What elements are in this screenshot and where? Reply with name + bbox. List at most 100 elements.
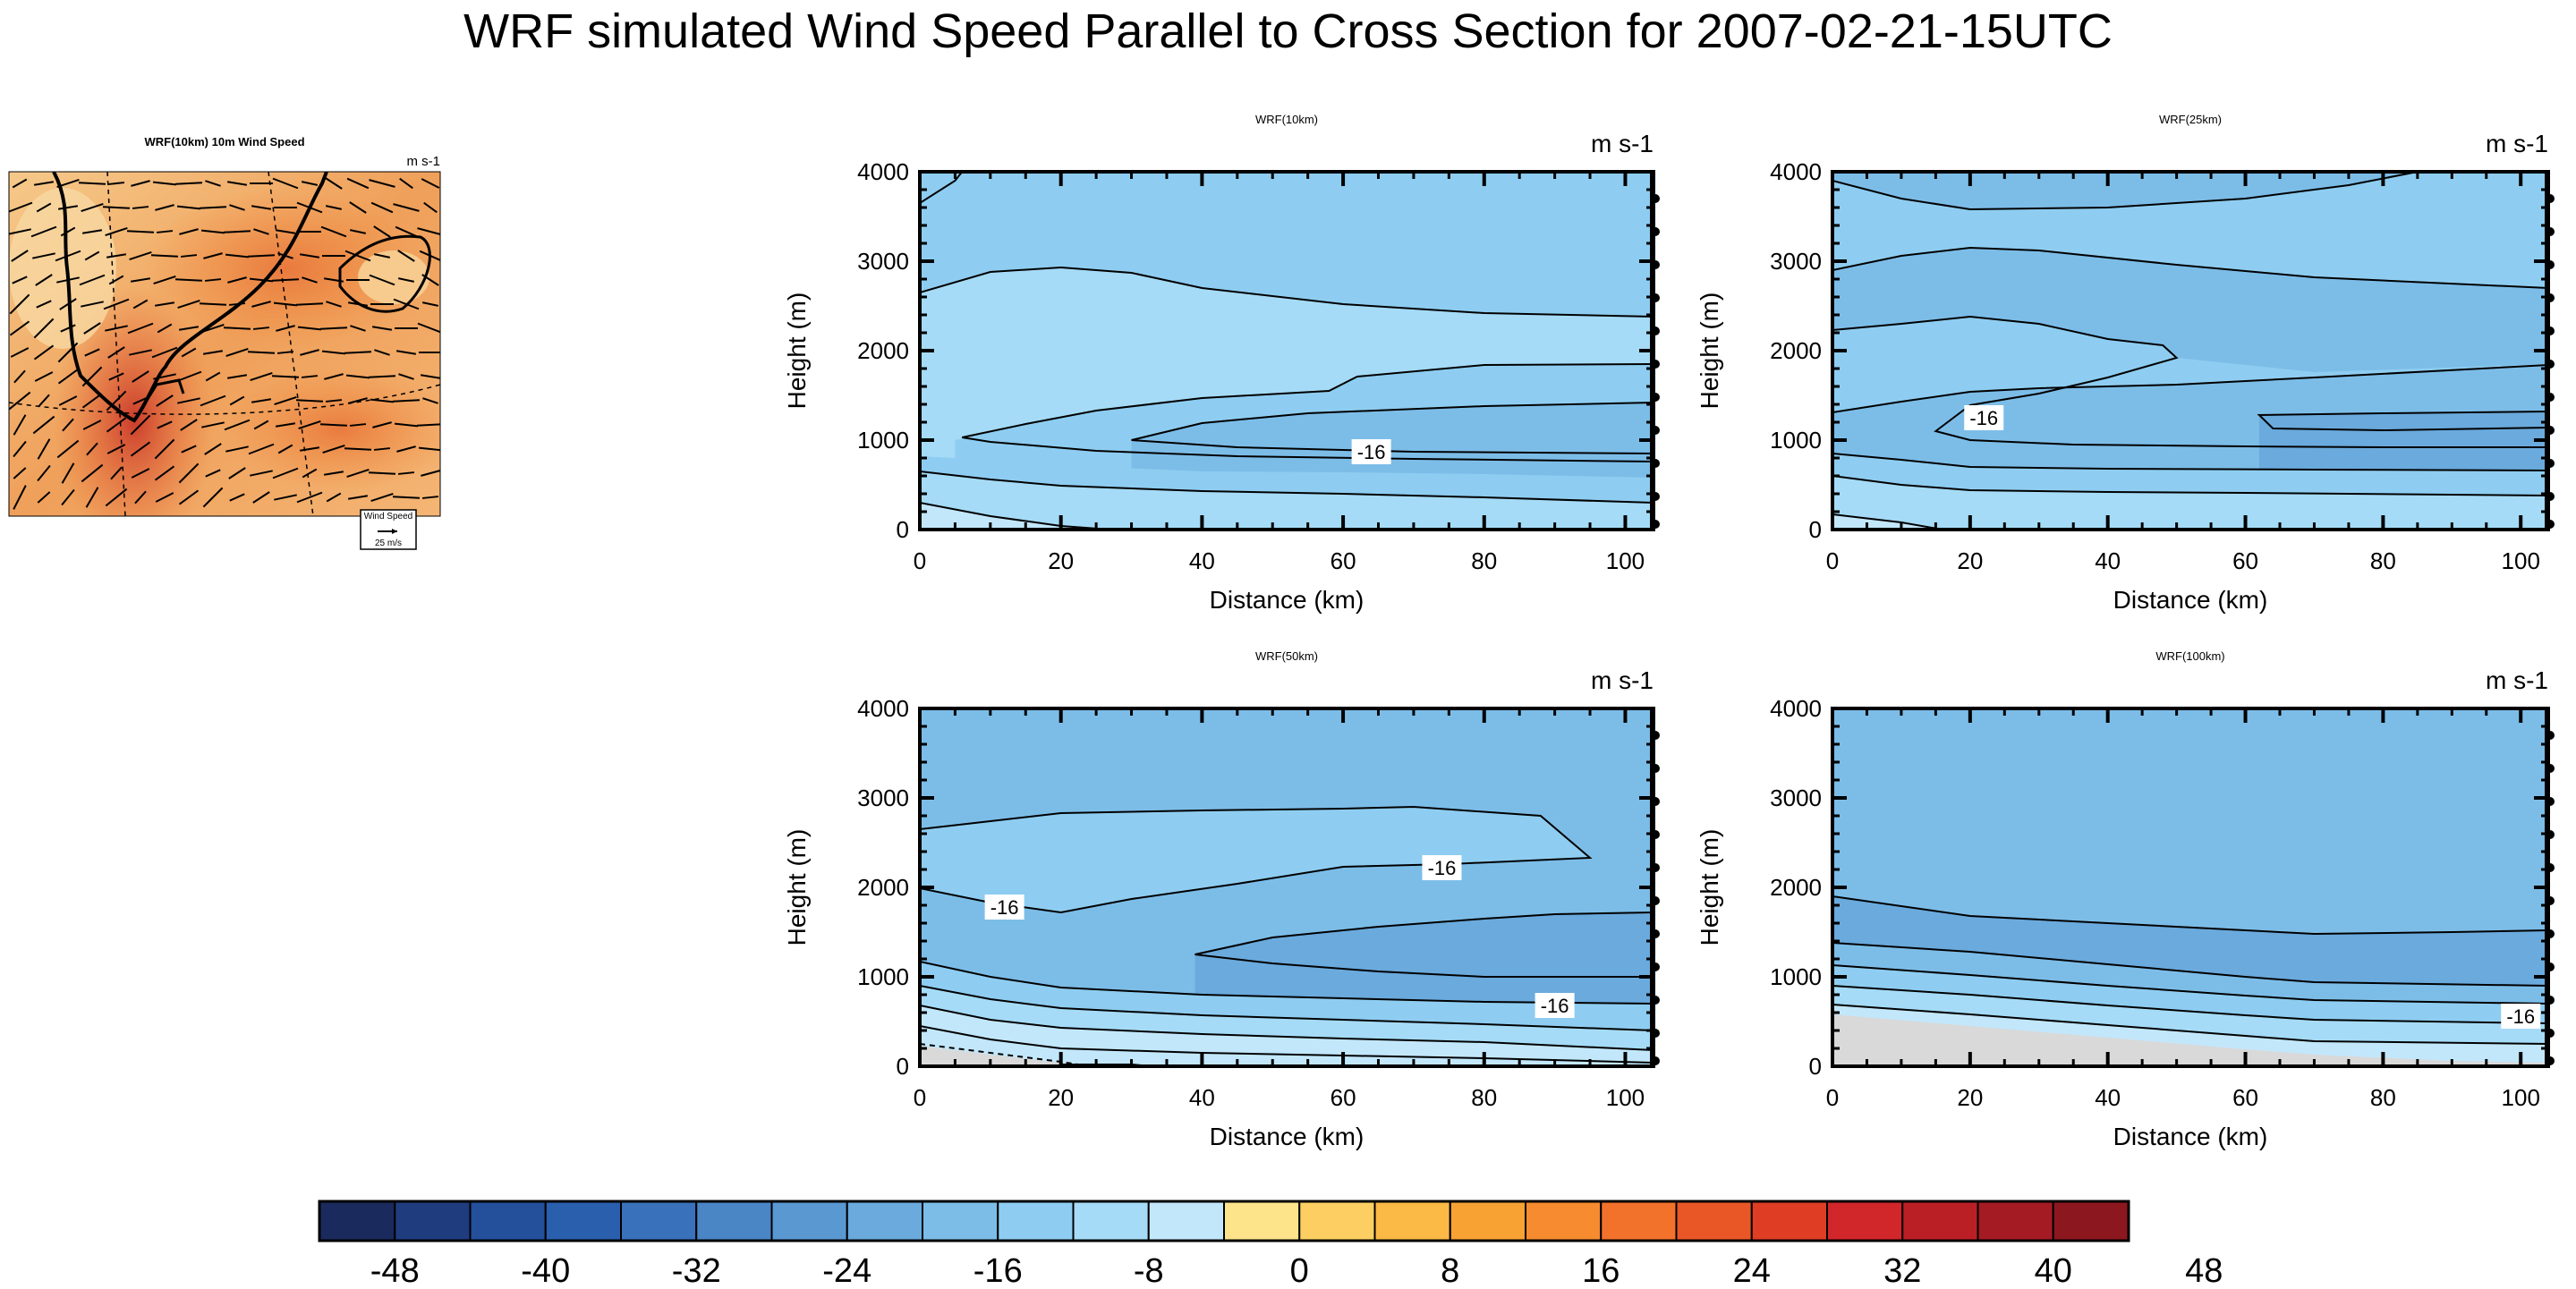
map-title: WRF(10km) 10m Wind Speed (144, 135, 304, 148)
colorbar-tick-label: 40 (2035, 1252, 2072, 1289)
y-tick-label: 2000 (857, 337, 909, 364)
colorbar-tick-label: -40 (521, 1252, 570, 1289)
cross-section-wrf-100km: 0 20 40 60 80 10001000200030004000-16WRF(100k… (1696, 649, 2555, 1150)
colorbar-box (1675, 1200, 1753, 1242)
colorbar-box (1147, 1200, 1225, 1242)
contour-line-0 (1832, 895, 2548, 936)
x-tick-label: 100 (2502, 1084, 2540, 1111)
x-tick-label: 40 (2095, 1084, 2121, 1111)
colorbar-box (620, 1200, 698, 1242)
colorbar-box (1298, 1200, 1376, 1242)
contour-line-3 (920, 985, 1654, 1031)
wind-vectors (9, 177, 440, 510)
contour-label-box (2501, 1004, 2541, 1029)
colorbar-box (2052, 1200, 2130, 1242)
x-tick-label: 60 (1331, 547, 1356, 574)
wind-speed-map (9, 172, 440, 516)
colorbar-box (319, 1200, 396, 1242)
x-tick-label: 0 (1826, 547, 1839, 574)
contour-line-6 (1832, 475, 2548, 496)
x-axis-label: Distance (km) (1210, 1123, 1365, 1150)
contour-line-1 (1832, 246, 2548, 289)
colorbar-box (1600, 1200, 1678, 1242)
y-axis-label: Height (m) (1696, 293, 1723, 410)
y-tick-label: 0 (897, 516, 909, 543)
contour-line-1 (1194, 912, 1654, 978)
colorbar-box (922, 1200, 999, 1242)
contour-line-0 (920, 172, 964, 204)
x-tick-label: 0 (914, 1084, 926, 1111)
panel-title: WRF(100km) (2155, 649, 2224, 663)
panel-units: m s-1 (1591, 130, 1654, 157)
terrain (920, 1046, 1090, 1066)
contour-line-5 (1832, 453, 2548, 471)
x-axis-label: Distance (km) (2113, 586, 2268, 614)
colorbar-box (1223, 1200, 1301, 1242)
panel-title: WRF(10km) (1255, 113, 1318, 126)
contour-line-0 (920, 805, 1593, 914)
contour-fill (1832, 172, 2548, 530)
colorbar-tick-label: -24 (822, 1252, 871, 1289)
x-tick-label: 60 (2232, 547, 2258, 574)
contour-band-7 (1832, 476, 2548, 530)
x-tick-label: 20 (1048, 1084, 1074, 1111)
x-tick-label: 20 (1048, 547, 1074, 574)
y-axis-label: Height (m) (783, 829, 811, 946)
y-tick-label: 4000 (1770, 695, 1822, 722)
contour-label-box (1351, 439, 1391, 464)
panel-title: WRF(25km) (2159, 113, 2222, 126)
x-tick-label: 0 (914, 547, 926, 574)
contour-fill (920, 708, 1654, 1066)
colorbar-box (1373, 1200, 1451, 1242)
y-tick-label: 3000 (857, 248, 909, 275)
colorbar-tick-label: 32 (1883, 1252, 1921, 1289)
x-tick-label: 0 (1826, 1084, 1839, 1111)
contour-line-4 (920, 1005, 1654, 1051)
contour-label: -16 (1357, 441, 1386, 463)
cross-section-wrf-25km: 0 20 40 60 80 10001000200030004000-16WRF(25km… (1696, 113, 2555, 614)
colorbar: -48 -40 -32 -24 -16 -8 0 8 16 24 32 40 48 (318, 1200, 2223, 1289)
colorbar-box (695, 1200, 773, 1242)
colorbar-box (846, 1200, 923, 1242)
contour-band-1 (920, 807, 1591, 912)
panel-units: m s-1 (1591, 666, 1654, 694)
y-axis-label: Height (m) (1696, 829, 1723, 946)
y-tick-label: 3000 (1770, 248, 1822, 275)
map-units: m s-1 (407, 154, 441, 169)
y-tick-label: 0 (897, 1053, 909, 1080)
colorbar-box (469, 1200, 547, 1242)
contour-label-box (984, 895, 1024, 920)
x-tick-label: 20 (1957, 1084, 1983, 1111)
contour-line-1 (1832, 942, 2548, 987)
wind-legend-title: Wind Speed (364, 512, 412, 522)
y-tick-label: 2000 (1770, 874, 1822, 901)
colorbar-tick-label: -32 (672, 1252, 721, 1289)
contour-fill (920, 172, 1654, 530)
y-tick-label: 0 (1809, 516, 1822, 543)
x-tick-label: 100 (2502, 547, 2540, 574)
colorbar-tick-label: 16 (1582, 1252, 1620, 1289)
contour-line-0 (1832, 172, 2419, 211)
wind-map-panel: WRF(10km) 10m Wind Speed m s-1 Wind Spee… (8, 135, 441, 550)
colorbar-tick-label: -48 (370, 1252, 420, 1289)
panel-units: m s-1 (2486, 130, 2548, 157)
contour-band-6 (920, 503, 1654, 530)
x-tick-label: 40 (2095, 547, 2121, 574)
colorbar-tick-label: 48 (2185, 1252, 2223, 1289)
contour-label: -16 (1969, 407, 1998, 429)
x-axis-label: Distance (km) (2113, 1123, 2268, 1150)
y-tick-label: 4000 (857, 158, 909, 185)
x-tick-label: 80 (1471, 1084, 1497, 1111)
x-tick-label: 40 (1189, 547, 1215, 574)
contour-label: -16 (1428, 857, 1457, 879)
y-tick-label: 1000 (857, 963, 909, 990)
contour-label: -16 (2506, 1005, 2535, 1028)
contour-line-4 (920, 471, 1654, 504)
x-tick-label: 100 (1606, 547, 1645, 574)
y-tick-label: 0 (1809, 1053, 1822, 1080)
colorbar-tick-label: -8 (1134, 1252, 1164, 1289)
colorbar-box (997, 1200, 1075, 1242)
colorbar-tick-label: 8 (1441, 1252, 1459, 1289)
colorbar-tick-label: 24 (1733, 1252, 1771, 1289)
cross-section-wrf-10km: 0 20 40 60 80 10001000200030004000-16WRF(10km… (783, 113, 1660, 614)
